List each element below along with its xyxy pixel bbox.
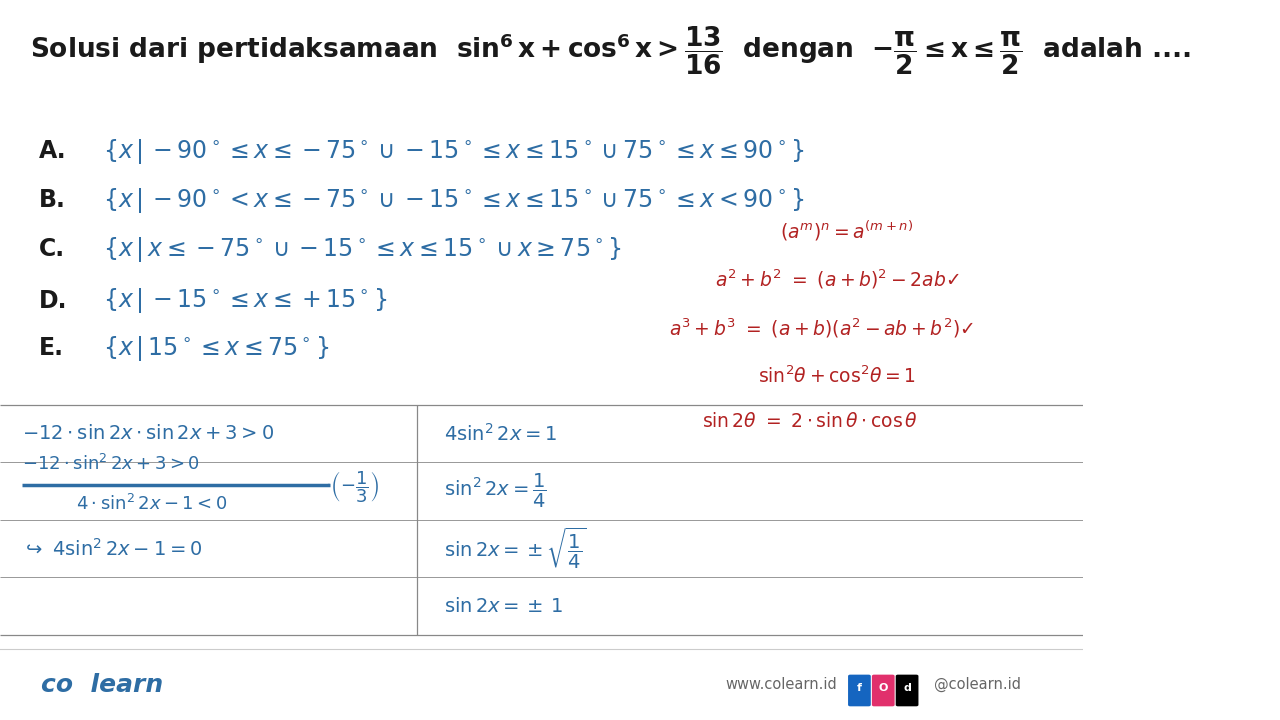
Text: D.: D.: [38, 289, 68, 313]
Text: $\{x\,|\,x \leq -75^\circ \cup -15^\circ \leq x \leq 15^\circ \cup x \geq 75^\ci: $\{x\,|\,x \leq -75^\circ \cup -15^\circ…: [102, 235, 622, 264]
Text: C.: C.: [38, 237, 65, 261]
Text: d: d: [904, 683, 911, 693]
Text: $\sin 2x = \pm\,1$: $\sin 2x = \pm\,1$: [444, 597, 563, 616]
Text: E.: E.: [38, 336, 64, 361]
Text: $a^3 + b^3\ =\ (a+b)(a^2 - ab + b^2)\checkmark$: $a^3 + b^3\ =\ (a+b)(a^2 - ab + b^2)\che…: [669, 317, 974, 340]
Text: Solusi dari pertidaksamaan  $\mathbf{sin^6\,x + cos^6\,x > \dfrac{13}{16}}$  den: Solusi dari pertidaksamaan $\mathbf{sin^…: [31, 24, 1192, 76]
Text: O: O: [878, 683, 888, 693]
Text: f: f: [856, 683, 861, 693]
Text: $\{x\,|\,-90^\circ \leq x \leq -75^\circ \cup -15^\circ \leq x \leq 15^\circ \cu: $\{x\,|\,-90^\circ \leq x \leq -75^\circ…: [102, 137, 804, 166]
Text: $4 \cdot \sin^2 2x - 1 < 0$: $4 \cdot \sin^2 2x - 1 < 0$: [76, 494, 228, 514]
Text: www.colearn.id: www.colearn.id: [726, 678, 837, 692]
Text: $\{x\,|\,-90^\circ < x \leq -75^\circ \cup -15^\circ \leq x \leq 15^\circ \cup 7: $\{x\,|\,-90^\circ < x \leq -75^\circ \c…: [102, 186, 804, 215]
Text: $-12 \cdot \sin 2x \cdot \sin 2x + 3 > 0$: $-12 \cdot \sin 2x \cdot \sin 2x + 3 > 0…: [22, 424, 274, 443]
Text: $-12 \cdot \sin^2 2x + 3 > 0$: $-12 \cdot \sin^2 2x + 3 > 0$: [22, 454, 200, 474]
Text: $\sin 2\theta\ =\ 2\cdot\sin\theta\cdot\cos\theta$: $\sin 2\theta\ =\ 2\cdot\sin\theta\cdot\…: [701, 413, 918, 431]
Text: $\hookrightarrow\ 4\sin^2 2x - 1 = 0$: $\hookrightarrow\ 4\sin^2 2x - 1 = 0$: [22, 538, 202, 559]
Text: $\sin 2x = \pm\sqrt{\dfrac{1}{4}}$: $\sin 2x = \pm\sqrt{\dfrac{1}{4}}$: [444, 526, 588, 572]
Text: $4\sin^2 2x = 1$: $4\sin^2 2x = 1$: [444, 423, 558, 444]
FancyBboxPatch shape: [849, 675, 870, 706]
Text: A.: A.: [38, 139, 67, 163]
Text: $\sin^2\!\theta + \cos^2\!\theta = 1$: $\sin^2\!\theta + \cos^2\!\theta = 1$: [758, 365, 916, 387]
FancyBboxPatch shape: [872, 675, 895, 706]
Text: $\{x\,|\,15^\circ \leq x \leq 75^\circ\}$: $\{x\,|\,15^\circ \leq x \leq 75^\circ\}…: [102, 334, 329, 363]
Text: $\cdot \left(-\dfrac{1}{3}\right)$: $\cdot \left(-\dfrac{1}{3}\right)$: [325, 469, 379, 505]
Text: B.: B.: [38, 188, 65, 212]
Text: $(a^m)^n = a^{(m+n)}$: $(a^m)^n = a^{(m+n)}$: [780, 218, 913, 243]
FancyBboxPatch shape: [896, 675, 919, 706]
Text: $\{x\,|\,-15^\circ \leq x \leq +15^\circ\}$: $\{x\,|\,-15^\circ \leq x \leq +15^\circ…: [102, 287, 388, 315]
Text: @colearn.id: @colearn.id: [933, 677, 1020, 693]
Text: $a^2 + b^2\ =\ (a+b)^2 - 2ab\checkmark$: $a^2 + b^2\ =\ (a+b)^2 - 2ab\checkmark$: [714, 268, 960, 291]
Text: co  learn: co learn: [41, 672, 164, 697]
Text: $\sin^2 2x = \dfrac{1}{4}$: $\sin^2 2x = \dfrac{1}{4}$: [444, 472, 547, 510]
